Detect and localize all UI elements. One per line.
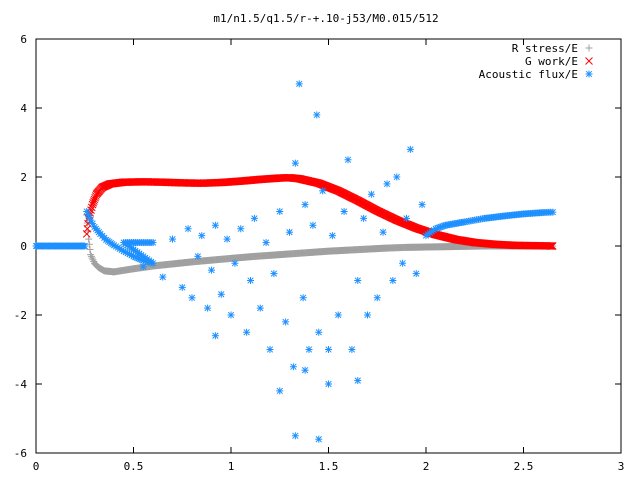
y-tick-label: 4 <box>20 102 27 115</box>
legend-label: Acoustic flux/E <box>479 68 578 81</box>
legend-label: G work/E <box>525 55 578 68</box>
data-point <box>212 332 219 339</box>
data-point <box>231 260 238 267</box>
data-point <box>189 294 196 301</box>
data-point <box>360 215 367 222</box>
data-point <box>345 156 352 163</box>
data-point <box>140 263 147 270</box>
x-tick-label: 1 <box>228 460 235 473</box>
data-point <box>380 229 387 236</box>
data-point <box>276 387 283 394</box>
data-point <box>313 111 320 118</box>
x-tick-label: 2 <box>423 460 430 473</box>
legend-marker <box>586 71 593 78</box>
data-point <box>292 160 299 167</box>
x-tick-label: 3 <box>618 460 625 473</box>
data-point <box>243 329 250 336</box>
data-point <box>389 277 396 284</box>
data-point <box>204 305 211 312</box>
data-point <box>208 267 215 274</box>
x-tick-label: 0.5 <box>124 460 144 473</box>
data-point <box>319 187 326 194</box>
data-point <box>185 225 192 232</box>
y-tick-label: 2 <box>20 171 27 184</box>
data-point <box>257 305 264 312</box>
data-point <box>354 377 361 384</box>
data-point <box>290 363 297 370</box>
data-point <box>282 318 289 325</box>
data-point <box>407 146 414 153</box>
data-point <box>419 201 426 208</box>
data-point <box>286 229 293 236</box>
data-point <box>393 174 400 181</box>
data-point <box>413 270 420 277</box>
data-point <box>309 222 316 229</box>
data-point <box>194 253 201 260</box>
data-point <box>329 232 336 239</box>
data-point <box>549 209 556 216</box>
data-point <box>270 270 277 277</box>
data-point <box>198 232 205 239</box>
data-point <box>368 191 375 198</box>
data-point <box>384 180 391 187</box>
data-point <box>237 225 244 232</box>
data-point <box>300 294 307 301</box>
y-tick-label: -4 <box>14 378 28 391</box>
data-point <box>315 329 322 336</box>
data-point <box>224 236 231 243</box>
data-point <box>247 277 254 284</box>
data-point <box>325 346 332 353</box>
data-point <box>218 291 225 298</box>
data-point <box>169 236 176 243</box>
data-point <box>251 215 258 222</box>
legend-item: Acoustic flux/E <box>479 68 593 81</box>
data-point <box>306 346 313 353</box>
data-point <box>399 260 406 267</box>
data-point <box>296 80 303 87</box>
chart-title: m1/n1.5/q1.5/r-+.10-j53/M0.015/512 <box>213 12 438 25</box>
x-tick-label: 0 <box>33 460 40 473</box>
data-point <box>159 274 166 281</box>
data-point <box>228 312 235 319</box>
x-tick-label: 2.5 <box>514 460 534 473</box>
y-tick-label: -6 <box>14 447 27 460</box>
y-tick-label: -2 <box>14 309 27 322</box>
y-tick-label: 6 <box>20 33 27 46</box>
data-point <box>335 312 342 319</box>
data-point <box>302 201 309 208</box>
x-tick-label: 1.5 <box>319 460 339 473</box>
data-point <box>403 215 410 222</box>
y-tick-label: 0 <box>20 240 27 253</box>
legend-label: R stress/E <box>512 42 578 55</box>
data-point <box>348 346 355 353</box>
data-point <box>302 367 309 374</box>
data-point <box>276 208 283 215</box>
data-point <box>81 243 88 250</box>
data-point <box>374 294 381 301</box>
data-point <box>263 239 270 246</box>
data-point <box>292 432 299 439</box>
data-point <box>267 346 274 353</box>
data-point <box>179 284 186 291</box>
data-point <box>150 239 157 246</box>
data-point <box>354 277 361 284</box>
data-point <box>341 208 348 215</box>
data-point <box>364 312 371 319</box>
data-point <box>212 222 219 229</box>
data-point <box>315 436 322 443</box>
data-point <box>325 381 332 388</box>
